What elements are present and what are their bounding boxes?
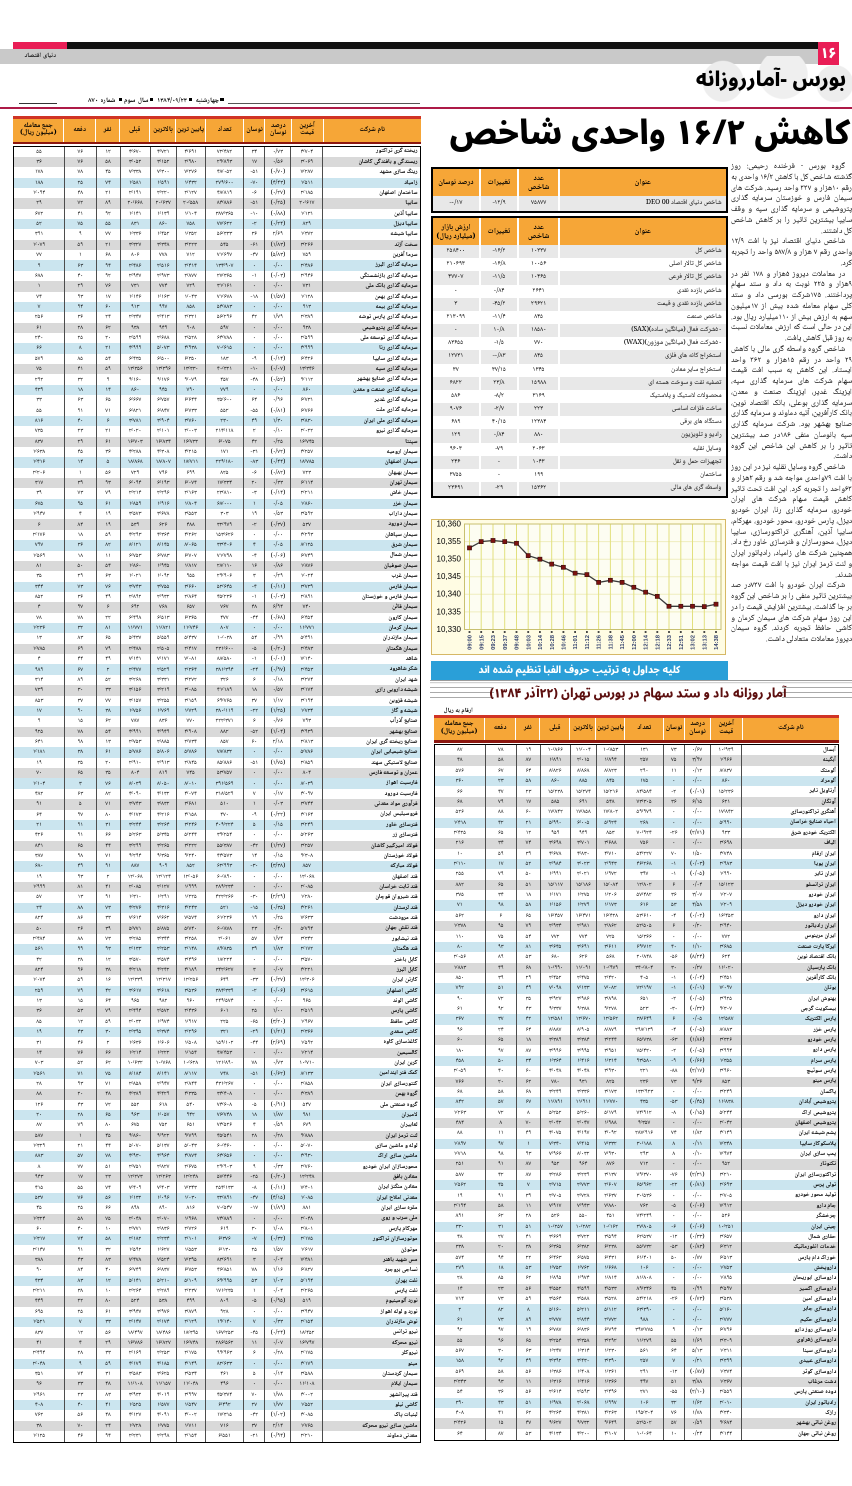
svg-text:11:01: 11:01: [573, 634, 579, 649]
svg-text:09:48: 09:48: [515, 634, 521, 650]
svg-text:12:00: 12:00: [632, 635, 638, 650]
svg-text:10:28: 10:28: [550, 634, 556, 650]
svg-text:11:38: 11:38: [609, 634, 615, 649]
svg-text:10:46: 10:46: [562, 634, 568, 650]
svg-text:10,345: 10,345: [437, 572, 462, 581]
svg-text:10:14: 10:14: [538, 634, 544, 650]
svg-text:12:18: 12:18: [655, 634, 661, 650]
svg-text:09:23: 09:23: [491, 634, 497, 650]
svg-text:09:00: 09:00: [468, 635, 474, 650]
svg-text:10:03: 10:03: [526, 634, 532, 650]
svg-text:09:37: 09:37: [503, 635, 509, 650]
svg-text:14:38: 14:38: [714, 634, 720, 650]
svg-text:09:15: 09:15: [479, 634, 485, 650]
svg-text:12:33: 12:33: [667, 634, 673, 650]
svg-text:10,360: 10,360: [437, 519, 462, 528]
svg-text:10,355: 10,355: [437, 537, 462, 546]
svg-text:10,350: 10,350: [437, 555, 462, 564]
svg-text:12:51: 12:51: [679, 634, 685, 650]
svg-text:11:45: 11:45: [620, 634, 626, 649]
svg-text:10,335: 10,335: [437, 607, 462, 616]
svg-text:11:26: 11:26: [597, 634, 603, 649]
svg-text:11:12: 11:12: [585, 635, 591, 650]
svg-text:13:13: 13:13: [702, 634, 708, 650]
svg-text:10,340: 10,340: [437, 590, 462, 599]
svg-text:13:02: 13:02: [691, 635, 697, 650]
svg-text:12:14: 12:14: [644, 634, 650, 650]
svg-text:10,330: 10,330: [437, 625, 462, 634]
